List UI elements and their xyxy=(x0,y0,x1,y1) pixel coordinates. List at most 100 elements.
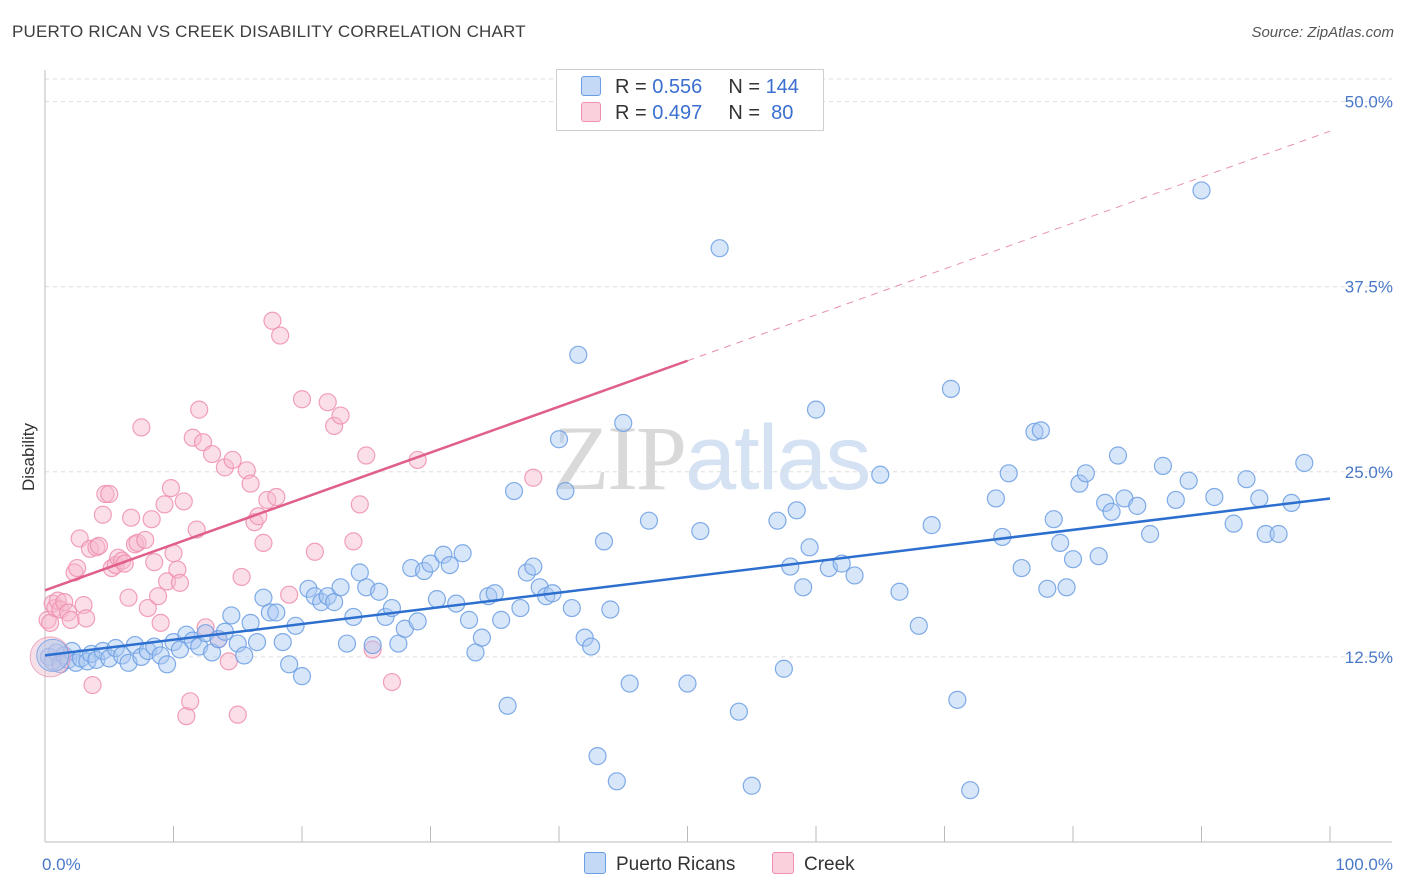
point-puerto-rican xyxy=(549,430,569,449)
point-creek xyxy=(119,588,138,607)
point-creek xyxy=(292,390,312,409)
point-puerto-rican xyxy=(607,772,626,791)
point-puerto-rican xyxy=(453,544,472,563)
point-puerto-rican xyxy=(1063,550,1083,569)
point-creek xyxy=(55,593,74,612)
legend-n-label: N = xyxy=(728,76,766,98)
legend-swatch-pink xyxy=(772,852,794,874)
point-puerto-rican xyxy=(794,578,813,597)
point-puerto-rican xyxy=(151,646,170,665)
point-puerto-rican xyxy=(729,702,749,721)
point-creek xyxy=(83,675,102,695)
point-creek xyxy=(350,495,369,514)
point-puerto-rican xyxy=(408,612,427,631)
point-puerto-rican xyxy=(1140,524,1160,544)
point-puerto-rican xyxy=(774,659,793,678)
point-creek xyxy=(161,478,181,498)
point-creek xyxy=(331,406,350,425)
point-puerto-rican xyxy=(1096,493,1115,513)
legend-row-creek: R = 0.497 N = 80 xyxy=(581,102,793,126)
point-puerto-rican xyxy=(961,781,980,800)
source-label: Source: ZipAtlas.com xyxy=(1251,24,1394,41)
point-creek xyxy=(232,567,251,587)
point-puerto-rican xyxy=(222,606,241,625)
point-creek xyxy=(363,640,382,659)
point-puerto-rican xyxy=(890,582,909,601)
point-puerto-rican xyxy=(562,598,581,618)
point-creek xyxy=(59,603,78,622)
legend-r-label: R = xyxy=(615,76,653,98)
point-puerto-rican xyxy=(337,634,357,653)
point-puerto-rican xyxy=(594,532,614,551)
point-puerto-rican xyxy=(1051,533,1070,552)
point-creek xyxy=(93,505,112,524)
point-puerto-rican xyxy=(1070,474,1089,493)
point-creek xyxy=(170,573,190,592)
point-creek xyxy=(254,533,273,552)
point-puerto-rican xyxy=(1012,558,1031,578)
legend-n-value: 80 xyxy=(765,102,794,124)
x-tick-label: 0.0% xyxy=(42,855,81,874)
legend-swatch-pink xyxy=(581,102,601,122)
legend-item-puerto-ricans[interactable]: Puerto Ricans xyxy=(584,852,735,876)
point-puerto-rican xyxy=(845,566,864,585)
point-puerto-rican xyxy=(620,674,639,693)
point-puerto-rican xyxy=(1057,578,1076,597)
legend-swatch-blue xyxy=(581,76,601,96)
point-puerto-rican xyxy=(1192,181,1211,200)
point-puerto-rican xyxy=(806,400,826,419)
point-creek xyxy=(77,609,96,628)
point-puerto-rican xyxy=(498,696,517,715)
point-creek xyxy=(132,418,151,437)
point-puerto-rican xyxy=(1224,514,1243,533)
point-puerto-rican xyxy=(421,554,440,573)
point-puerto-rican xyxy=(363,635,382,655)
point-puerto-rican xyxy=(1128,496,1147,515)
point-puerto-rican xyxy=(601,600,620,619)
point-creek xyxy=(267,487,286,507)
point-puerto-rican xyxy=(228,634,247,653)
chart-title: PUERTO RICAN VS CREEK DISABILITY CORRELA… xyxy=(12,22,526,41)
point-puerto-rican xyxy=(459,610,479,629)
point-creek xyxy=(151,613,170,632)
point-creek xyxy=(318,393,337,412)
point-puerto-rican xyxy=(414,561,434,581)
point-creek xyxy=(344,532,363,551)
point-puerto-rican xyxy=(1102,502,1121,521)
point-puerto-rican xyxy=(575,628,594,647)
legend-swatch-blue xyxy=(584,852,606,874)
point-puerto-rican xyxy=(1295,453,1314,473)
point-creek xyxy=(174,492,193,511)
point-puerto-rican xyxy=(1237,470,1256,489)
legend-item-creek[interactable]: Creek xyxy=(772,852,855,876)
point-creek xyxy=(148,587,168,606)
point-puerto-rican xyxy=(1205,487,1224,507)
point-creek xyxy=(228,705,247,724)
point-puerto-rican xyxy=(1031,421,1050,440)
point-creek xyxy=(202,444,222,464)
point-puerto-rican xyxy=(1038,579,1057,598)
legend-row-puerto-ricans: R = 0.556 N = 144 xyxy=(581,76,799,100)
point-puerto-rican xyxy=(986,489,1006,508)
point-puerto-rican xyxy=(1025,422,1044,441)
point-puerto-rican xyxy=(582,637,601,656)
point-creek xyxy=(271,326,290,345)
point-creek xyxy=(61,610,80,629)
point-puerto-rican xyxy=(434,545,453,564)
point-puerto-rican xyxy=(440,555,459,575)
point-puerto-rican xyxy=(292,667,312,686)
watermark-zip: ZIP xyxy=(553,407,687,509)
legend-r-label: R = xyxy=(615,102,653,124)
trend-line-creek xyxy=(44,359,688,592)
point-creek xyxy=(215,458,234,477)
point-puerto-rican xyxy=(331,578,350,597)
point-creek xyxy=(100,484,119,504)
point-creek xyxy=(263,311,282,330)
point-puerto-rican xyxy=(492,610,511,629)
point-puerto-rican xyxy=(273,632,292,652)
point-puerto-rican xyxy=(922,516,941,535)
point-puerto-rican xyxy=(948,690,967,709)
point-creek xyxy=(177,707,196,726)
point-puerto-rican xyxy=(235,646,254,665)
point-puerto-rican xyxy=(1108,446,1128,465)
